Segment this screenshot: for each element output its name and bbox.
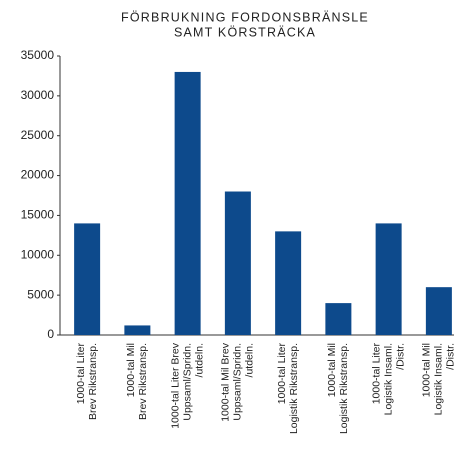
y-tick-label: 10000 [21,247,55,261]
bar [74,223,101,335]
x-tick-label: 1000-tal Mil [326,343,338,397]
x-tick-label: /utdeln. [193,343,205,377]
bar [375,223,402,335]
bar [325,303,352,335]
y-tick-label: 0 [47,327,54,341]
x-tick-label: /Distr. [394,343,406,370]
x-tick-label: Logistik Insaml. [433,343,445,415]
y-tick-label: 20000 [21,168,55,182]
x-tick-label: Brev Rikstransp. [87,343,99,420]
x-tick-label: 1000-tal Mil [421,343,433,397]
x-tick-label: Uppsaml/Spridn. [232,343,244,421]
x-tick-label: Logistik Rikstransp. [288,343,300,434]
y-tick-label: 30000 [21,88,55,102]
x-tick-label: 1000-tal Liter [276,343,288,405]
x-tick-label: 1000-tal Mil [125,343,137,397]
bar [124,325,151,335]
x-tick-label: Brev Rikstransp. [137,343,149,420]
x-tick-label: 1000-tal Liter [75,343,87,405]
bar [275,231,302,335]
x-tick-label: Logistik Insaml. [382,343,394,415]
y-tick-label: 25000 [21,128,55,142]
y-tick-label: 15000 [21,208,55,222]
x-tick-label: 1000-tal Mil Brev [220,342,232,422]
x-tick-label: /utdeln. [244,343,256,377]
y-tick-label: 35000 [21,48,55,62]
bar [224,191,251,335]
x-tick-label: /Distr. [445,343,454,370]
x-tick-label: 1000-tal Liter [370,343,382,405]
chart-title: FÖRBRUKNING FORDONSBRÄNSLE [121,10,369,24]
bar [174,71,201,335]
x-tick-label: Uppsaml/Spridn. [181,343,193,421]
chart-title: SAMT KÖRSTRÄCKA [174,25,316,39]
x-tick-label: Logistik Rikstransp. [338,343,350,434]
bar [425,287,452,335]
y-tick-label: 5000 [27,287,54,301]
x-tick-label: 1000-tal Liter Brev [169,342,181,429]
